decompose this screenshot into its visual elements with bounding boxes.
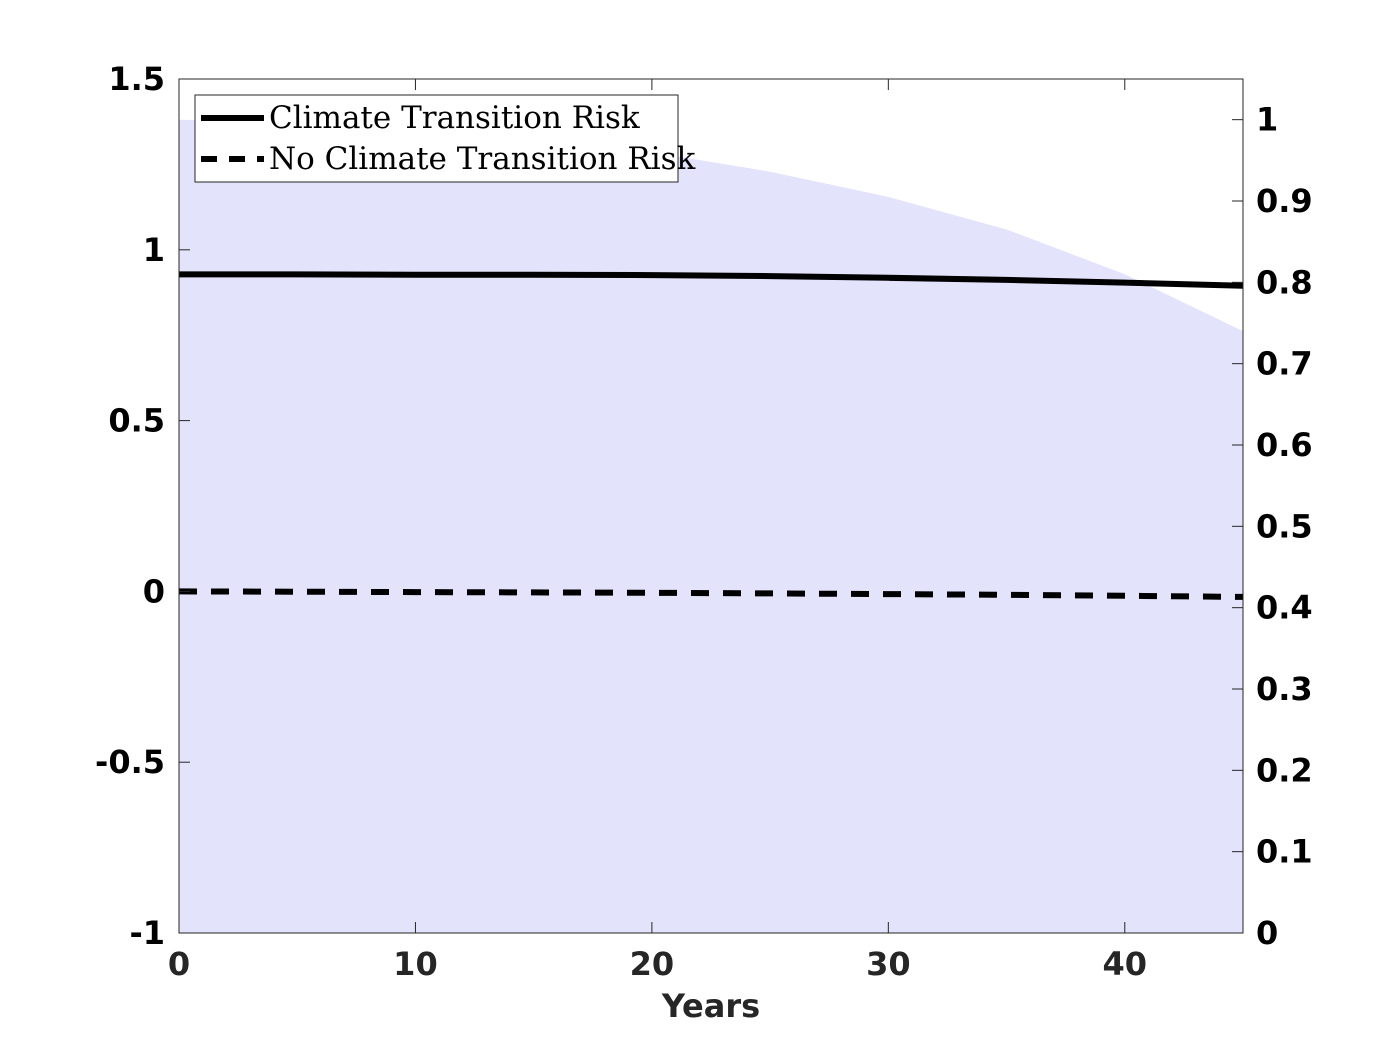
x-tick-label: 40: [1103, 945, 1148, 983]
x-tick-label: 30: [866, 945, 911, 983]
legend: Climate Transition Risk No Climate Transi…: [194, 94, 696, 183]
y-left-tick-label: 0.5: [108, 402, 165, 440]
y-left-tick-label: 1.5: [108, 60, 165, 98]
legend-box: [194, 94, 679, 183]
x-tick-label: 10: [393, 945, 438, 983]
legend-label: No Climate Transition Risk: [269, 141, 696, 177]
y-right-tick-label: 0.5: [1256, 507, 1313, 545]
y-right-tick-label: 0: [1256, 914, 1278, 952]
y-left-tick-label: -0.5: [95, 743, 165, 781]
y-right-tick-label: 0.6: [1256, 426, 1313, 464]
x-tick-label: 0: [168, 945, 190, 983]
y-right-tick-label: 1: [1256, 101, 1278, 139]
y-left-tick-label: -1: [129, 914, 165, 952]
y-left-tick-label: 1: [143, 231, 165, 269]
area-series-0: [179, 119, 1243, 933]
dashed-line-series: [178, 588, 1244, 600]
y-right-tick-label: 0.3: [1256, 670, 1313, 708]
y-right-tick-label: 0.4: [1256, 589, 1313, 627]
y-right-tick-label: 0.8: [1256, 263, 1313, 301]
y-right-tick-label: 0.1: [1256, 833, 1313, 871]
x-tick-label: 20: [630, 945, 675, 983]
y-left-tick-label: 0: [143, 572, 165, 610]
solid-line-series: [179, 271, 1244, 289]
series-layer: [178, 119, 1244, 933]
y-right-tick-label: 0.9: [1256, 182, 1313, 220]
legend-label: Climate Transition Risk: [269, 100, 640, 136]
axes-layer: 0 10 20 30 40 -1 -0.5 0 0.5 1 1.5 0 0.1 0.2 0.3 0.4 0.5 0…: [95, 60, 1313, 1025]
y-right-tick-label: 0.7: [1256, 345, 1313, 383]
x-axis-title: Years: [661, 987, 760, 1025]
plot-frame: [178, 78, 1244, 934]
y-right-tick-label: 0.2: [1256, 751, 1313, 789]
